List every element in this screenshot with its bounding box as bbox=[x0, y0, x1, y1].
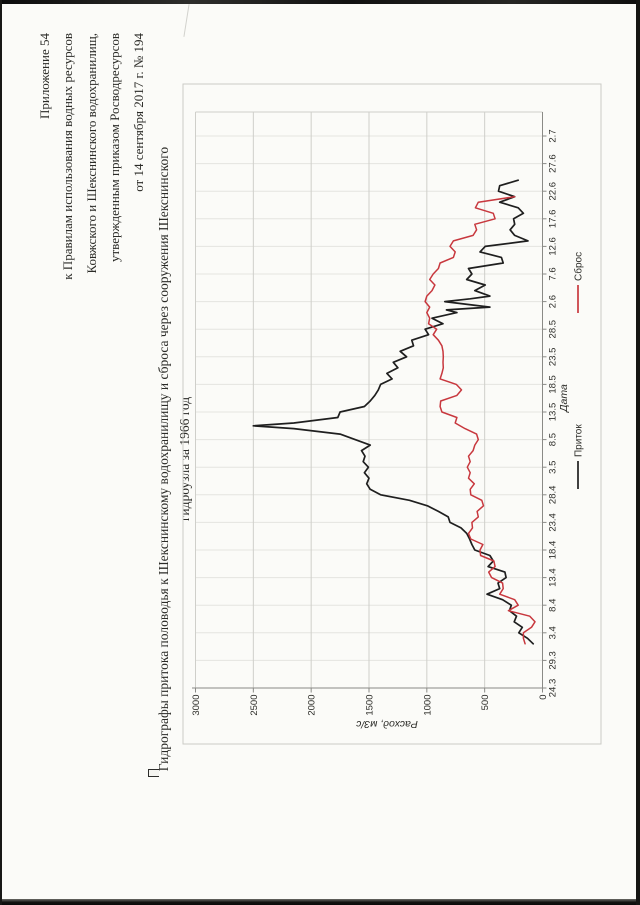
legend-inflow-label: Приток bbox=[574, 424, 585, 457]
x-tick-label: 2.6 bbox=[548, 295, 559, 308]
rotated-page-content: Приложение 54 к Правилам использования в… bbox=[7, 13, 635, 879]
x-axis-title: Дата bbox=[558, 384, 570, 413]
x-tick-label: 18.4 bbox=[548, 541, 559, 560]
x-tick-label: 18.5 bbox=[548, 375, 559, 394]
x-tick-label: 13.5 bbox=[548, 403, 559, 422]
chart-frame-border bbox=[182, 83, 602, 745]
y-tick-label: 1000 bbox=[422, 695, 433, 716]
x-tick-label: 17.6 bbox=[548, 210, 559, 229]
inflow-line bbox=[252, 179, 535, 645]
x-tick-label: 3.4 bbox=[548, 626, 559, 639]
y-axis-title: Расход, м3/с bbox=[355, 718, 417, 730]
x-tick-label: 3.5 bbox=[548, 461, 559, 474]
y-tick-label: 3000 bbox=[191, 695, 202, 716]
x-tick-label: 7.6 bbox=[548, 267, 559, 280]
x-tick-label: 28.5 bbox=[548, 320, 559, 339]
x-tick-label: 24.3 bbox=[548, 679, 559, 698]
hydrograph-chart: 24.3 29.3 3.4 8.4 13.4 18.4 23.4 28.4 3.5 8.5 13.5… bbox=[182, 83, 602, 745]
y-tick-label: 2500 bbox=[249, 695, 260, 716]
x-tick-label: 13.4 bbox=[548, 568, 559, 587]
x-tick-label: 27.6 bbox=[548, 154, 559, 173]
x-tick-label: 2.7 bbox=[548, 129, 559, 142]
scan-edge-bottom bbox=[0, 899, 640, 905]
y-tick-label: 500 bbox=[480, 695, 491, 711]
x-tick-label: 23.5 bbox=[548, 348, 559, 367]
x-tick-label: 28.4 bbox=[548, 486, 559, 505]
x-tick-label: 23.4 bbox=[548, 513, 559, 532]
x-tick-label: 12.6 bbox=[548, 237, 559, 256]
y-tick-label: 2000 bbox=[307, 695, 318, 716]
scan-edge-top bbox=[0, 0, 640, 4]
x-tick-label: 8.5 bbox=[548, 433, 559, 446]
scan-edge-right bbox=[636, 0, 640, 905]
x-tick-label: 22.6 bbox=[548, 182, 559, 201]
y-tick-label: 0 bbox=[538, 695, 549, 700]
x-tick-label: 29.3 bbox=[548, 651, 559, 670]
x-tick-label: 8.4 bbox=[548, 599, 559, 612]
legend-outflow-label: Сброс bbox=[573, 252, 585, 281]
y-tick-label: 1500 bbox=[365, 695, 376, 716]
outflow-line bbox=[424, 195, 536, 645]
scan-edge-left bbox=[0, 0, 2, 905]
scan-artifact bbox=[148, 769, 159, 777]
